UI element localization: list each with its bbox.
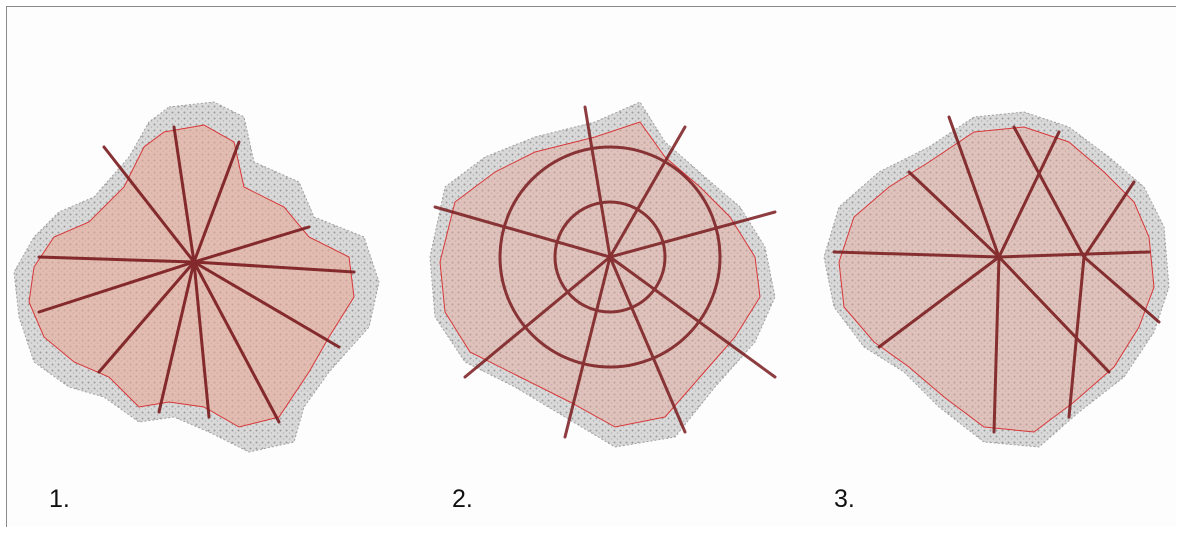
figure-frame: 1. 2. 3. xyxy=(6,6,1176,527)
urban-texture-area xyxy=(823,111,1170,448)
radial-city-diagram xyxy=(13,101,380,453)
panel-1-radial xyxy=(9,87,389,467)
panel-2-label: 2. xyxy=(452,485,473,513)
panel-1-label: 1. xyxy=(49,485,70,513)
panel-2-radial-concentric xyxy=(415,87,795,467)
polycentric-roads xyxy=(832,115,1161,434)
panel-3-label: 3. xyxy=(834,485,855,513)
urban-texture-area xyxy=(429,101,776,448)
polycentric-city-diagram xyxy=(823,111,1170,448)
radial-concentric-city-diagram xyxy=(429,101,777,448)
panel-3-polycentric xyxy=(809,87,1182,467)
urban-zone-fill xyxy=(439,121,761,428)
radial-roads xyxy=(37,125,356,424)
concentric-and-radial-roads xyxy=(433,105,777,439)
